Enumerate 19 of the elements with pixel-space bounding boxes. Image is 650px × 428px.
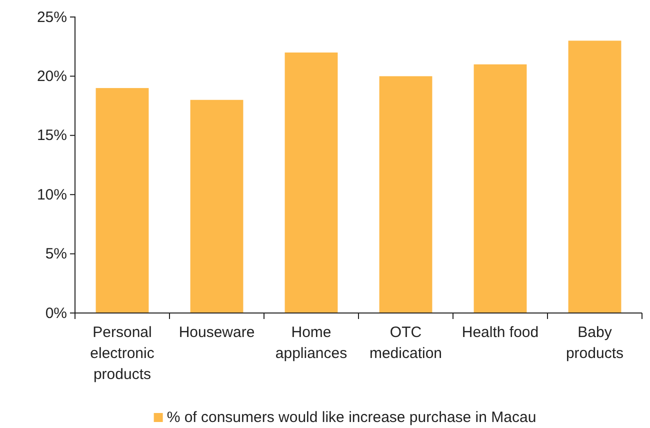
bar	[96, 88, 149, 313]
bar	[474, 64, 527, 313]
y-tick-label: 25%	[36, 8, 67, 26]
x-tick-label: Baby products	[566, 324, 624, 362]
y-tick-label: 20%	[36, 68, 67, 85]
y-tick-label: 5%	[45, 246, 67, 263]
bar	[284, 52, 338, 313]
y-tick-label: 10%	[36, 186, 67, 204]
x-tick-label: Personal electronic products	[90, 324, 155, 383]
x-tick-label: Health food	[462, 324, 539, 341]
bar	[568, 40, 622, 313]
bar	[190, 100, 244, 313]
y-tick-label: 15%	[36, 127, 67, 144]
bar	[379, 76, 432, 313]
legend-label: % of consumers would like increase purchase in Macau	[166, 409, 536, 426]
x-tick-label: Houseware	[178, 324, 255, 341]
y-tick-label: 0%	[45, 304, 67, 322]
x-tick-label: Home appliances	[275, 324, 348, 362]
x-tick-label: OTC medication	[369, 324, 442, 362]
